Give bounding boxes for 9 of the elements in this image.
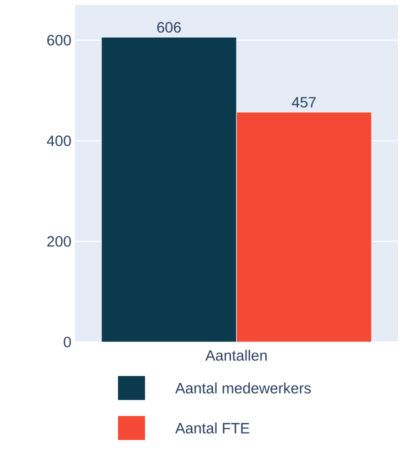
y-tick-label: 200 bbox=[47, 236, 71, 247]
y-tick-label: 0 bbox=[64, 336, 71, 348]
text: Aantal medewerkers bbox=[175, 382, 311, 394]
y-tick-label: 400 bbox=[46, 136, 71, 146]
data-label: 457 bbox=[292, 97, 316, 108]
legend-label: Aantal FTE bbox=[175, 422, 250, 434]
data-label: 606 bbox=[157, 22, 181, 33]
x-tick-label: Aantallen bbox=[205, 350, 267, 361]
y-tick-label: 600 bbox=[47, 34, 71, 46]
